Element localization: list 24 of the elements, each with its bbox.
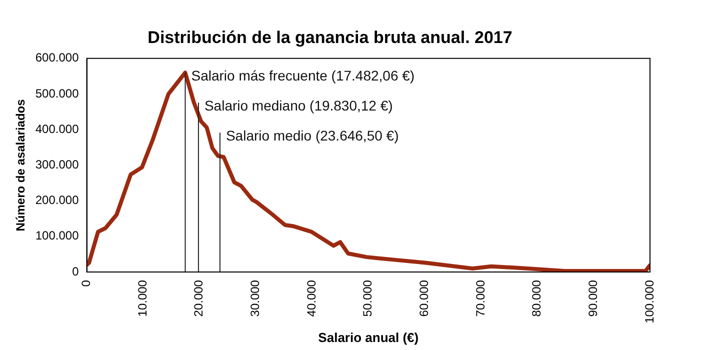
x-tick-label: 10.000	[135, 280, 150, 317]
x-tick-label: 90.000	[586, 280, 600, 317]
x-tick-label: 20.000	[192, 280, 206, 317]
chart-title: Distribución de la ganancia bruta anual. 2017	[148, 28, 512, 47]
x-tick-label: 70.000	[473, 280, 488, 317]
y-tick-label: 0	[72, 264, 80, 278]
x-tick-label: 50.000	[360, 280, 375, 317]
y-axis-title: Número de asalariados	[14, 98, 28, 232]
ref-line-label: Salario más frecuente (17.482,06 €)	[191, 68, 415, 84]
y-tick-label: 500.000	[35, 86, 80, 100]
y-tick-label: 600.000	[35, 50, 80, 65]
x-tick-label: 40.000	[304, 280, 318, 317]
x-tick-label: 80.000	[530, 280, 544, 317]
x-tick-label: 0	[79, 280, 94, 287]
y-tick-label: 400.000	[35, 122, 80, 136]
y-tick-label: 300.000	[35, 158, 80, 172]
y-tick-label: 200.000	[35, 193, 80, 208]
x-axis-title: Salario anual (€)	[318, 330, 419, 345]
x-tick-label: 60.000	[417, 280, 432, 317]
ref-line-label: Salario medio (23.646,50 €)	[226, 128, 399, 144]
ref-line-label: Salario mediano (19.830,12 €)	[204, 98, 393, 114]
x-tick-label: 30.000	[248, 280, 262, 317]
y-tick-label: 100.000	[35, 228, 80, 243]
x-tick-label: 100.000	[642, 280, 656, 324]
